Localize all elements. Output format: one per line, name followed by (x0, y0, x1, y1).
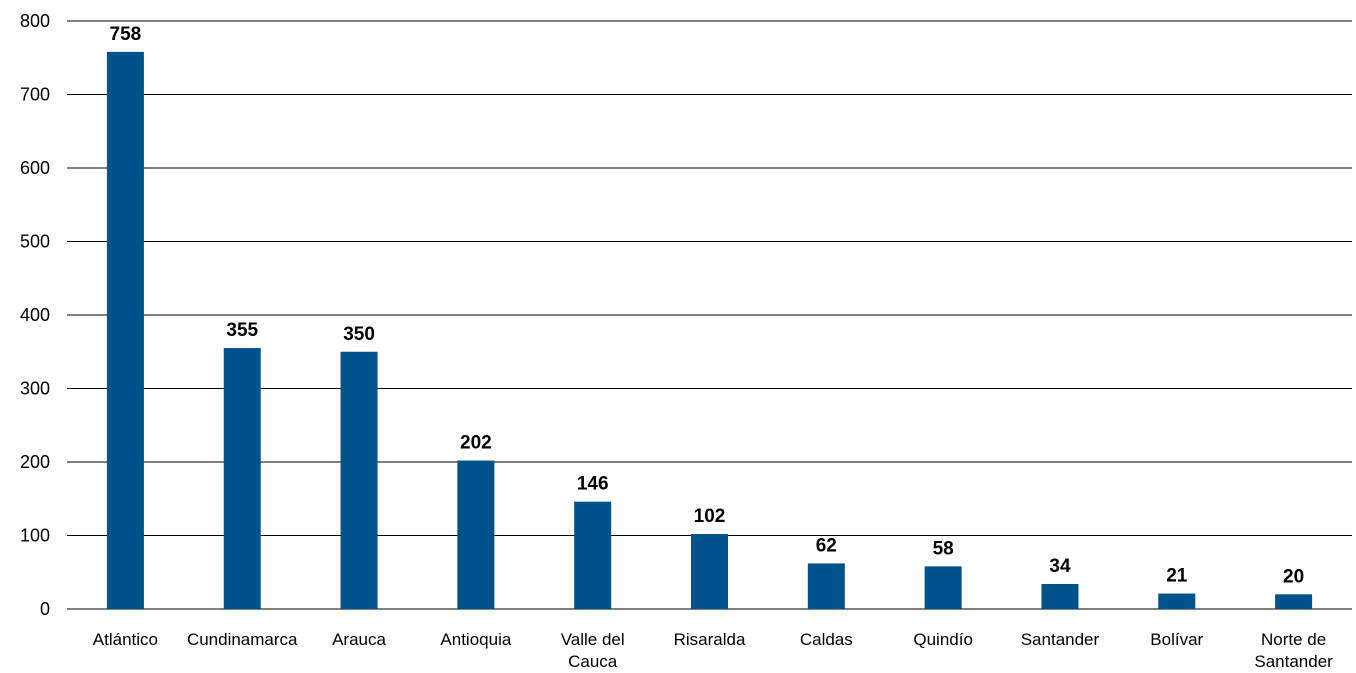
bar (691, 534, 728, 609)
y-tick-label: 800 (20, 11, 50, 31)
y-axis-ticks: 0 100 200 300 400 500 600 700 800 (20, 11, 50, 619)
y-tick-label: 200 (20, 452, 50, 472)
bar (574, 501, 612, 609)
bar (1041, 584, 1079, 609)
x-tick-label: Norte de Santander (1254, 630, 1333, 671)
bar (457, 460, 495, 609)
data-label: 146 (577, 474, 609, 495)
data-labels: 758 355 350 202 146 102 62 58 34 21 20 (110, 24, 1305, 587)
x-tick-label: Quindío (913, 630, 973, 649)
y-tick-label: 0 (40, 599, 50, 619)
data-label: 58 (933, 538, 954, 559)
x-tick-label: Arauca (332, 630, 386, 649)
x-tick-label-line: Santander (1021, 630, 1100, 649)
data-label: 21 (1166, 566, 1188, 587)
x-tick-label: Antioquia (440, 630, 511, 649)
x-tick-label-line: Quindío (913, 630, 973, 649)
data-label: 202 (460, 433, 492, 454)
x-tick-label-line: Norte de (1261, 630, 1326, 649)
data-label: 355 (226, 320, 258, 341)
y-tick-label: 700 (20, 85, 50, 105)
x-tick-label: Cundinamarca (187, 630, 298, 649)
data-label: 20 (1283, 566, 1304, 587)
x-tick-label-line: Cundinamarca (187, 630, 298, 649)
bar (1158, 593, 1196, 609)
data-label: 34 (1049, 556, 1071, 577)
x-tick-label-line: Arauca (332, 630, 386, 649)
x-tick-label: Santander (1021, 630, 1100, 649)
x-tick-label: Atlántico (93, 630, 158, 649)
bar (924, 566, 962, 609)
x-tick-label: Valle del Cauca (561, 630, 625, 671)
y-tick-label: 600 (20, 158, 50, 178)
bars (106, 51, 1313, 610)
x-tick-label-line: Atlántico (93, 630, 158, 649)
x-tick-label: Risaralda (674, 630, 746, 649)
x-axis-ticks: Atlántico Cundinamarca Arauca Antioquia Vall… (93, 630, 1333, 671)
bar (106, 51, 144, 610)
x-tick-label-line: Caldas (800, 630, 853, 649)
gridlines (67, 20, 1352, 610)
x-tick-label: Caldas (800, 630, 853, 649)
data-label: 62 (816, 535, 837, 556)
bar (340, 351, 378, 609)
data-label: 102 (694, 506, 726, 527)
data-label: 350 (343, 324, 375, 345)
x-tick-label-line: Antioquia (440, 630, 511, 649)
data-label: 758 (110, 24, 142, 45)
bar (1275, 594, 1313, 609)
x-tick-label-line: Santander (1254, 652, 1333, 671)
x-tick-label: Bolívar (1150, 630, 1203, 649)
y-tick-label: 400 (20, 305, 50, 325)
y-tick-label: 500 (20, 232, 50, 252)
y-tick-label: 100 (20, 526, 50, 546)
y-tick-label: 300 (20, 379, 50, 399)
bar (223, 348, 261, 609)
x-tick-label-line: Risaralda (674, 630, 746, 649)
x-tick-label-line: Cauca (568, 652, 618, 671)
x-tick-label-line: Valle del (561, 630, 625, 649)
bar (807, 563, 845, 609)
x-tick-label-line: Bolívar (1150, 630, 1203, 649)
